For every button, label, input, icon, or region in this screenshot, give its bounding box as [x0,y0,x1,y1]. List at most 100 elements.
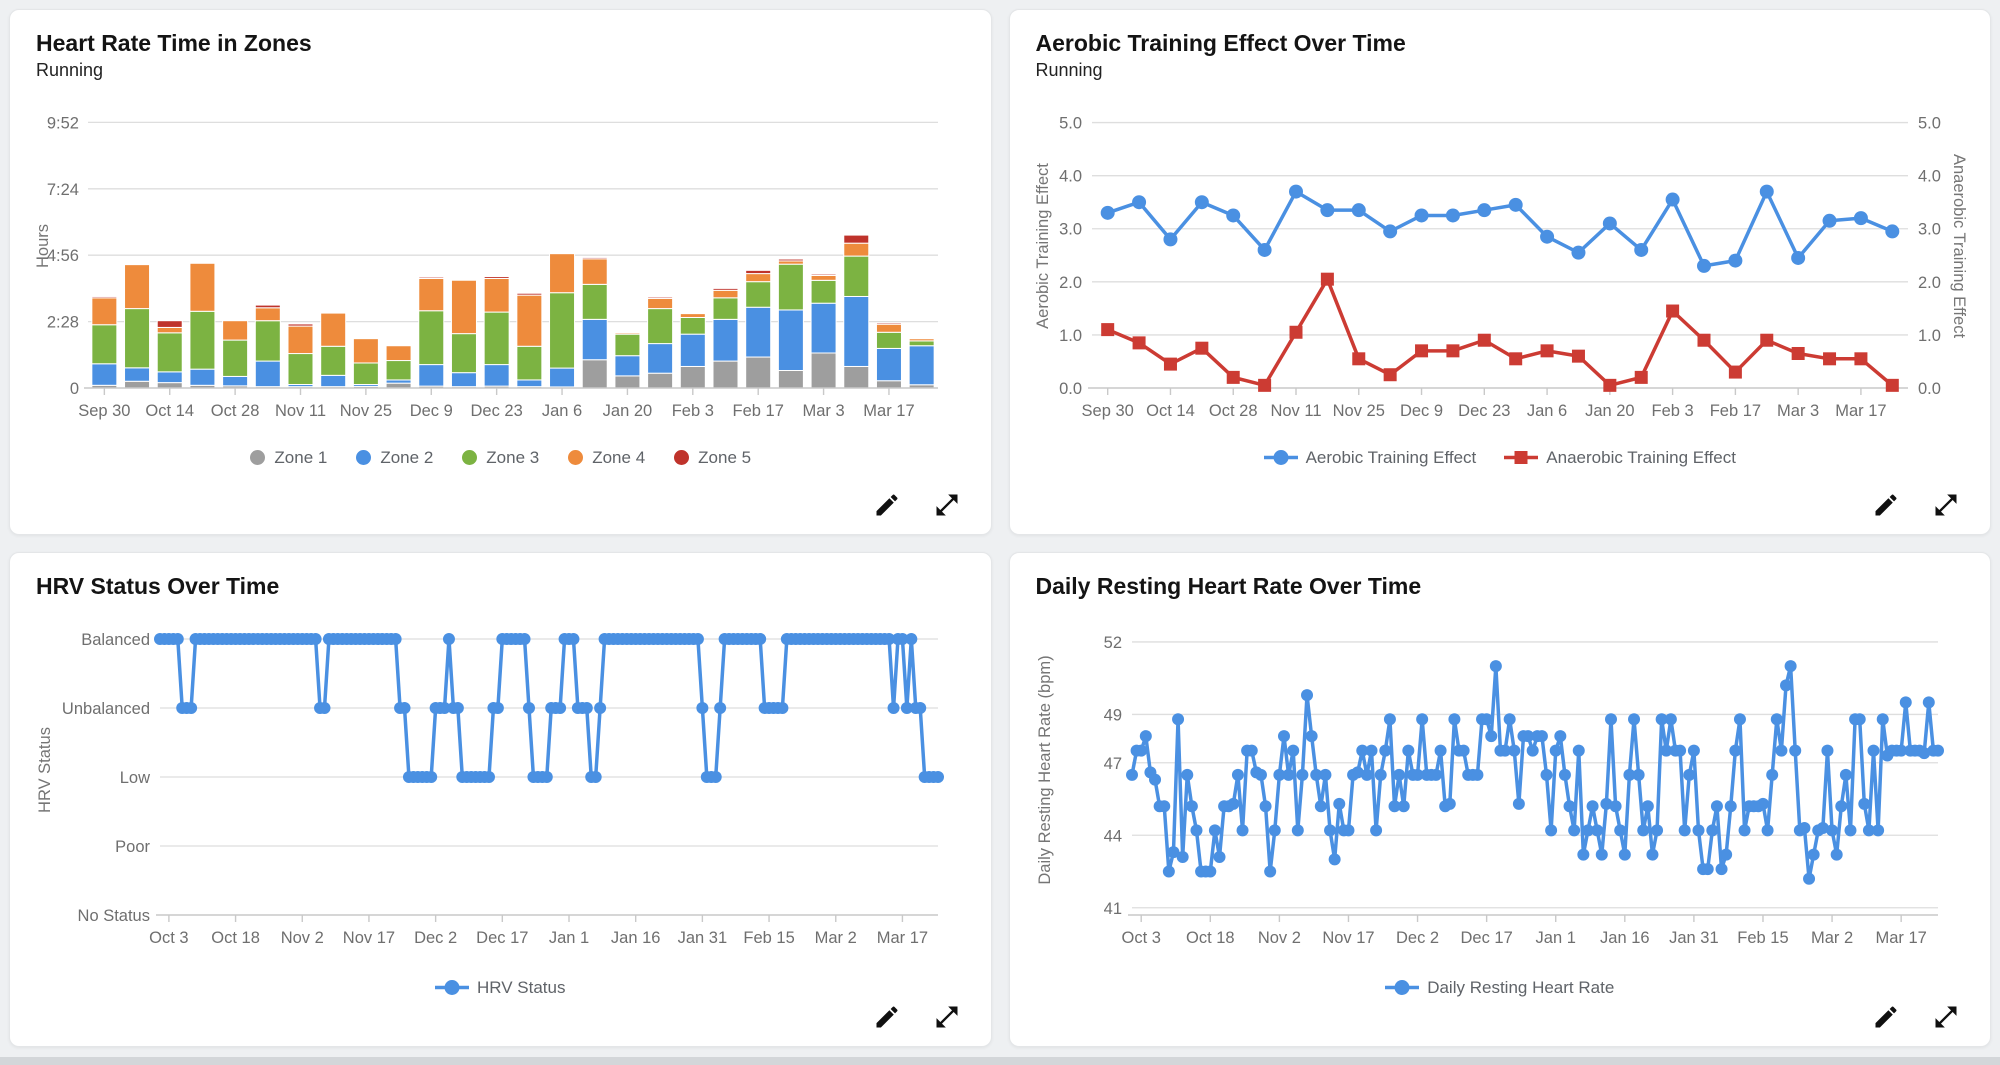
svg-text:Feb 3: Feb 3 [1651,402,1693,420]
legend-label: Anaerobic Training Effect [1546,447,1736,467]
legend-item-aerobic-training-effect[interactable]: Aerobic Training Effect [1263,447,1477,468]
edit-pencil-icon[interactable] [873,491,901,519]
svg-text:Oct 3: Oct 3 [1121,929,1160,947]
legend-label: Zone 2 [380,447,434,467]
edit-pencil-icon[interactable] [1872,491,1900,519]
panel-title: Heart Rate Time in Zones [36,30,312,56]
svg-text:Oct 28: Oct 28 [1208,402,1257,420]
svg-text:2.0: 2.0 [1059,273,1082,291]
svg-text:4:56: 4:56 [47,247,79,265]
svg-text:Oct 14: Oct 14 [145,402,194,420]
card-actions [873,491,961,519]
svg-text:Jan 1: Jan 1 [1535,929,1575,947]
hr-zones-legend: Zone 1 Zone 2 Zone 3 Zone 4 Zone 5 [32,448,969,468]
svg-text:Mar 2: Mar 2 [1810,929,1852,947]
svg-text:Oct 18: Oct 18 [211,929,260,947]
svg-text:2.0: 2.0 [1918,273,1941,291]
expand-arrows-icon[interactable] [933,1003,961,1031]
svg-text:7:24: 7:24 [47,180,79,198]
legend-item-hrv-status[interactable]: HRV Status [434,977,566,998]
svg-text:Nov 11: Nov 11 [275,402,326,420]
svg-text:Dec 9: Dec 9 [1399,402,1442,420]
svg-text:Dec 2: Dec 2 [1395,929,1438,947]
legend-label: HRV Status [476,977,566,997]
expand-arrows-icon[interactable] [933,491,961,519]
svg-text:Jan 6: Jan 6 [542,402,582,420]
resting-hr-legend: Daily Resting Heart Rate [1032,978,1969,998]
svg-text:Dec 9: Dec 9 [410,402,453,420]
legend-label: Zone 5 [698,447,752,467]
svg-text:0: 0 [70,380,79,398]
svg-text:Feb 17: Feb 17 [1709,402,1760,420]
svg-text:3.0: 3.0 [1059,220,1082,238]
svg-text:Mar 17: Mar 17 [877,929,928,947]
legend-label: Aerobic Training Effect [1305,447,1477,467]
resting-hr-chart[interactable]: 41 44 47 49 52 Daily Resting Heart Rate (bpm)… [1032,603,1969,968]
svg-text:Dec 23: Dec 23 [471,402,523,420]
svg-text:Nov 2: Nov 2 [281,929,324,947]
legend-label: Zone 1 [274,447,328,467]
svg-text:Oct 14: Oct 14 [1146,402,1195,420]
legend-label: Daily Resting Heart Rate [1427,977,1615,997]
svg-text:5.0: 5.0 [1059,114,1082,132]
card-actions [873,1003,961,1031]
svg-text:5.0: 5.0 [1918,114,1941,132]
legend-item-daily-resting-heart-rate[interactable]: Daily Resting Heart Rate [1385,978,1614,998]
panel-subtitle: Running [36,59,104,80]
svg-text:Feb 3: Feb 3 [672,402,714,420]
window-bottom-edge [0,1057,2000,1065]
svg-text:Low: Low [120,769,150,787]
legend-item-zone-1[interactable]: Zone 1 [249,448,327,468]
svg-text:0.0: 0.0 [1059,380,1082,398]
svg-text:3.0: 3.0 [1918,220,1941,238]
svg-text:Jan 16: Jan 16 [1600,929,1650,947]
svg-text:Jan 20: Jan 20 [1585,402,1635,420]
svg-text:Jan 1: Jan 1 [549,929,589,947]
svg-text:41: 41 [1103,899,1121,917]
svg-text:Poor: Poor [115,838,150,856]
svg-text:Feb 15: Feb 15 [743,929,794,947]
legend-item-zone-5[interactable]: Zone 5 [673,448,751,468]
svg-text:Mar 3: Mar 3 [802,402,844,420]
svg-text:1.0: 1.0 [1918,327,1941,345]
panel-training-effect: Aerobic Training Effect Over Time Runnin… [1008,9,1991,535]
legend-item-zone-3[interactable]: Zone 3 [461,448,539,468]
svg-text:Balanced: Balanced [81,631,150,649]
svg-text:Oct 18: Oct 18 [1185,929,1234,947]
training-effect-chart[interactable]: 0.0 0.0 1.0 1.0 2.0 2.0 3.0 3.0 4.0 4.0 5.0 5.0 Aero… [1032,88,1969,438]
expand-arrows-icon[interactable] [1932,1003,1960,1031]
edit-pencil-icon[interactable] [873,1003,901,1031]
svg-text:Feb 17: Feb 17 [733,402,784,420]
svg-text:Jan 31: Jan 31 [678,929,728,947]
training-effect-legend: Aerobic Training Effect Anaerobic Trainin… [1032,448,1969,468]
svg-text:Mar 2: Mar 2 [815,929,857,947]
svg-text:Nov 25: Nov 25 [1332,402,1384,420]
legend-item-zone-4[interactable]: Zone 4 [567,448,645,468]
svg-text:Unbalanced: Unbalanced [62,700,150,718]
svg-text:Daily Resting Heart Rate (bpm): Daily Resting Heart Rate (bpm) [1036,655,1054,884]
panel-title: Aerobic Training Effect Over Time [1035,30,1406,56]
svg-text:44: 44 [1103,827,1121,845]
svg-text:Jan 31: Jan 31 [1669,929,1719,947]
panel-resting-heart-rate: Daily Resting Heart Rate Over Time 41 44 4… [1008,552,1991,1047]
hr-zones-chart[interactable]: 0 2:28 4:56 7:24 9:52 Hours Sep 30 Oct 14 Oct 28… [32,88,969,438]
expand-arrows-icon[interactable] [1932,491,1960,519]
panel-title: HRV Status Over Time [36,573,280,599]
svg-text:Nov 17: Nov 17 [1322,929,1374,947]
legend-item-zone-2[interactable]: Zone 2 [355,448,433,468]
legend-label: Zone 4 [592,447,646,467]
svg-text:Jan 16: Jan 16 [611,929,661,947]
svg-text:52: 52 [1103,634,1121,652]
card-actions [1872,1003,1960,1031]
svg-text:Mar 17: Mar 17 [1875,929,1926,947]
svg-text:Hours: Hours [34,224,52,268]
legend-item-anaerobic-training-effect[interactable]: Anaerobic Training Effect [1504,448,1736,468]
svg-text:Nov 25: Nov 25 [340,402,392,420]
edit-pencil-icon[interactable] [1872,1003,1900,1031]
svg-text:0.0: 0.0 [1918,380,1941,398]
hrv-status-chart[interactable]: No Status Poor Low Unbalanced Balanced HRV St… [32,603,969,968]
svg-text:Sep 30: Sep 30 [1081,402,1133,420]
panel-heart-rate-zones: Heart Rate Time in Zones Running 0 2:28 4:… [9,9,992,535]
panel-subtitle: Running [1035,59,1103,80]
